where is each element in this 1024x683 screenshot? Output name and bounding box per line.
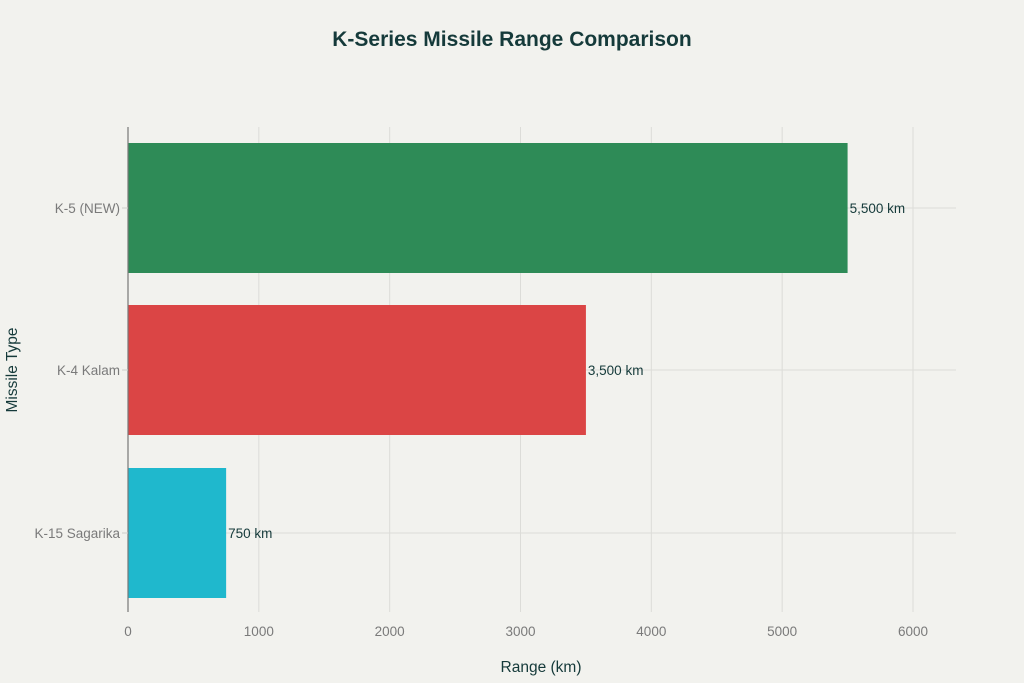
x-tick-label: 6000 (898, 624, 928, 639)
x-tick-label: 2000 (375, 624, 405, 639)
x-tick-label: 4000 (636, 624, 666, 639)
y-tick-label: K-4 Kalam (57, 363, 120, 378)
bar[interactable] (128, 468, 227, 598)
x-tick-label: 5000 (767, 624, 797, 639)
x-tick-label: 0 (124, 624, 132, 639)
y-tick-labels: K-5 (NEW) K-4 Kalam K-15 Sagarika (34, 201, 128, 541)
x-tick-label: 1000 (244, 624, 274, 639)
data-label: 3,500 km (588, 363, 644, 378)
data-label: 5,500 km (850, 201, 906, 216)
y-axis-title: Missile Type (4, 328, 21, 413)
y-tick-label: K-5 (NEW) (55, 201, 120, 216)
bars (128, 143, 848, 598)
x-tick-labels: 0 1000 2000 3000 4000 5000 6000 (124, 624, 928, 639)
bar[interactable] (128, 143, 848, 273)
data-label: 750 km (228, 526, 272, 541)
y-tick-label: K-15 Sagarika (34, 526, 120, 541)
chart-title: K-Series Missile Range Comparison (332, 28, 692, 51)
x-axis-title: Range (km) (501, 659, 582, 676)
bar[interactable] (128, 305, 586, 435)
x-tick-label: 3000 (505, 624, 535, 639)
data-labels: 5,500 km 3,500 km 750 km (228, 201, 905, 541)
